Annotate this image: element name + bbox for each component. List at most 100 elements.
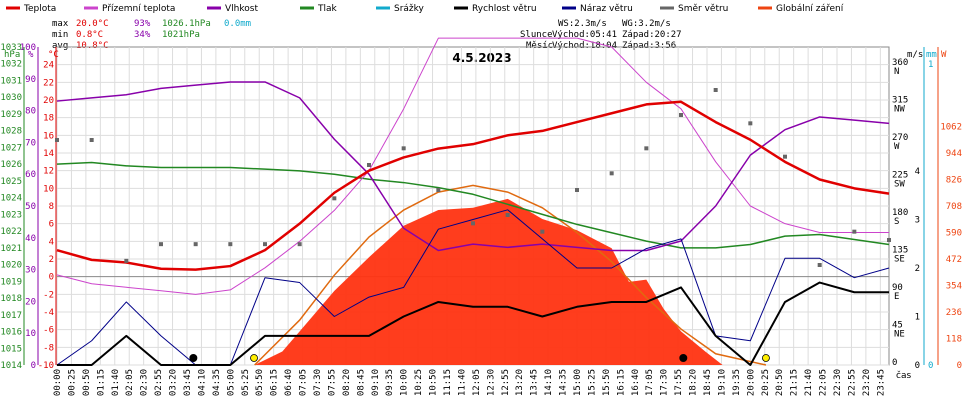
x-tick-label: 12:30 (486, 369, 496, 396)
press-tick-label: 1028 (0, 127, 22, 137)
x-tick-label: 17:30 (660, 369, 670, 396)
stat-max-hum: 93% (134, 19, 151, 29)
dir-tick-label: 315 (892, 96, 908, 106)
wind-direction-point (471, 221, 475, 226)
temp-tick-label: 4 (49, 237, 54, 247)
humidity-line (56, 81, 890, 252)
legend-item: Rychlost větru (472, 4, 537, 14)
theoretical-radiation-line (254, 184, 767, 366)
press-tick-label: 1030 (0, 93, 22, 103)
legend-item: Náraz větru (580, 4, 633, 14)
x-tick-label: 05:25 (241, 369, 251, 396)
x-tick-label: 21:40 (804, 369, 814, 396)
wind-direction-point (159, 242, 163, 247)
rad-tick-label: 118 (946, 335, 962, 345)
stat-max-temp: 20.0°C (76, 19, 109, 29)
x-tick-label: 10:25 (414, 369, 424, 396)
moon-set: Západ:3:56 (622, 41, 676, 51)
press-tick-label: 1029 (0, 110, 22, 120)
hum-tick-label: 100 (20, 43, 36, 53)
rad-tick-label: 826 (946, 176, 962, 186)
dir-tick-dir: W (894, 142, 900, 152)
rad-tick-label: 472 (946, 255, 962, 265)
x-tick-label: 18:20 (689, 369, 699, 396)
stat-max-label: max (52, 19, 69, 29)
wind-direction-point (505, 213, 510, 217)
press-tick-label: 1027 (0, 143, 22, 153)
rad-tick-label: 236 (946, 308, 962, 318)
temp-tick-label: 16 (43, 131, 54, 141)
x-tick-label: 02:30 (140, 369, 150, 396)
rad-tick-label: 0 (957, 361, 962, 371)
sun-label: Slunce (520, 30, 553, 40)
rad-tick-label: 944 (946, 149, 962, 159)
x-tick-label: 13:45 (530, 369, 540, 396)
dir-tick-label: 45 (892, 321, 903, 331)
dir-tick-label: 270 (892, 133, 908, 143)
temp-tick-label: 6 (49, 220, 54, 230)
hum-tick-label: 80 (25, 107, 36, 117)
stat-avg-temp: 10.8°C (76, 41, 109, 51)
wind-direction-point (193, 242, 198, 247)
x-tick-label: 11:15 (443, 369, 453, 396)
temp-tick-label: 2 (49, 255, 54, 265)
x-tick-label: 07:05 (299, 369, 309, 396)
hum-tick-label: 60 (25, 170, 36, 180)
x-tick-label: 14:10 (544, 369, 554, 396)
wind-direction-point (748, 121, 753, 126)
hum-tick-label: 30 (25, 266, 36, 276)
x-tick-label: 06:40 (284, 369, 294, 396)
wind-direction-point (644, 146, 649, 151)
x-tick-label: 17:05 (645, 369, 655, 396)
x-tick-label: 05:00 (226, 369, 236, 396)
wind-tick-label: 3 (915, 216, 920, 226)
dir-tick-dir: SW (894, 180, 905, 190)
x-tick-label: 00:50 (82, 369, 92, 396)
x-tick-label: 07:55 (327, 369, 337, 396)
x-tick-label: 22:55 (847, 369, 857, 396)
x-tick-label: 17:55 (674, 369, 684, 396)
x-tick-label: 02:55 (154, 369, 164, 396)
stat-max-press: 1026.1hPa (162, 19, 211, 29)
temp-axis-label: °C (48, 50, 59, 60)
x-tick-label: 22:05 (819, 369, 829, 396)
x-tick-label: 10:50 (429, 369, 439, 396)
temp-tick-label: 12 (43, 167, 54, 177)
temp-tick-label: 10 (43, 184, 54, 194)
moonset-marker (189, 354, 198, 362)
press-tick-label: 1015 (0, 344, 22, 354)
stat-min-temp: 0.8°C (76, 30, 103, 40)
rain-axis-label: mm (926, 50, 937, 60)
wind-direction-point (783, 154, 787, 159)
wind-direction-point (540, 229, 545, 234)
sun-set: Západ:20:27 (622, 30, 682, 40)
wind-direction-point (228, 242, 233, 247)
x-tick-label: 06:15 (270, 369, 280, 396)
rad-tick-label: 590 (946, 229, 962, 239)
wind-direction-point (297, 242, 302, 247)
sunset-marker (762, 354, 770, 362)
x-tick-label: 15:25 (587, 369, 597, 396)
moonrise-marker (679, 354, 688, 362)
hum-tick-label: 10 (25, 329, 36, 339)
pressure-line (56, 161, 890, 249)
ground-temp-line (56, 37, 889, 295)
wind-wg: WG:3.2m/s (622, 19, 671, 29)
stat-max-rain: 0.0mm (224, 19, 251, 29)
wind-direction-point (436, 188, 441, 192)
wind-direction-point (679, 113, 683, 117)
x-tick-label: 21:15 (790, 369, 800, 396)
x-tick-label: 02:05 (125, 369, 135, 396)
legend-item: Vlhkost (225, 4, 258, 14)
wind-tick-label: 0 (915, 361, 920, 371)
dir-tick-dir: SE (894, 255, 905, 265)
press-tick-label: 1021 (0, 244, 22, 254)
x-tick-label: 15:50 (602, 369, 612, 396)
x-tick-label: 23:45 (876, 369, 886, 396)
plot-area (55, 37, 891, 366)
rain-tick-label: 0 (928, 361, 933, 371)
press-tick-label: 1024 (0, 194, 22, 204)
x-tick-label: 08:45 (356, 369, 366, 396)
